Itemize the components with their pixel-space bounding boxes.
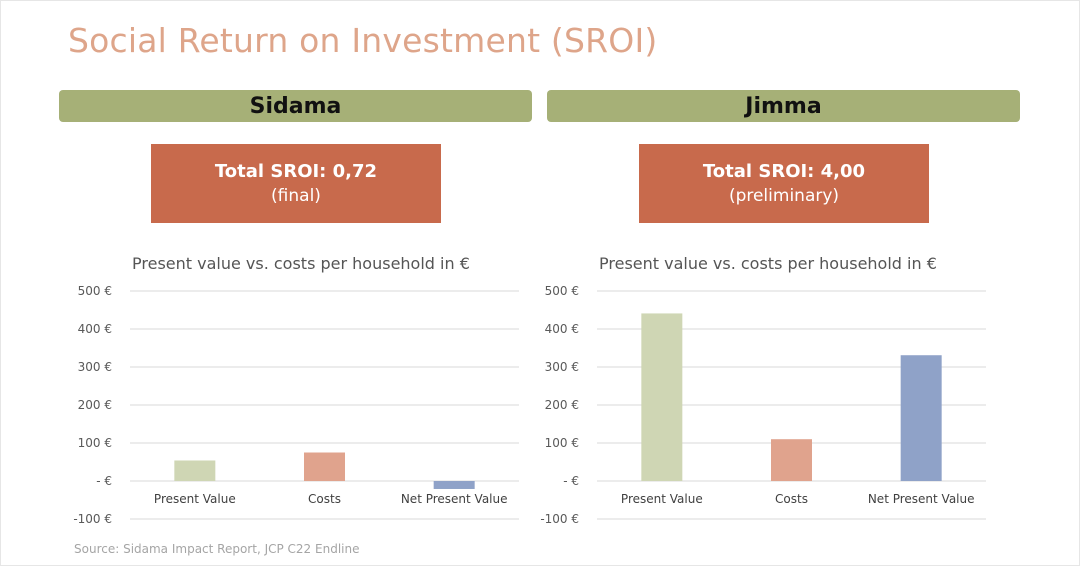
sroi-box-jimma: Total SROI: 4,00 (preliminary) [639,144,929,223]
x-category-label: Present Value [621,492,703,506]
y-tick-label: 200 € [78,398,112,412]
page-title: Social Return on Investment (SROI) [68,21,658,60]
x-category-label: Present Value [154,492,236,506]
sroi-status-sidama: (final) [271,186,321,206]
y-tick-label: 300 € [545,360,579,374]
chart-title-sidama: Present value vs. costs per household in… [132,254,470,273]
y-tick-label: 100 € [78,436,112,450]
bar-costs [304,452,345,481]
y-tick-label: -100 € [73,512,112,526]
sroi-total-jimma: Total SROI: 4,00 [702,161,866,182]
region-header-jimma: Jimma [547,90,1020,122]
y-tick-label: - € [563,474,579,488]
bar-net-present-value [433,481,475,489]
sroi-box-sidama: Total SROI: 0,72 (final) [151,144,441,223]
bar-present-value [174,460,216,481]
bar-costs [771,439,812,481]
source-note: Source: Sidama Impact Report, JCP C22 En… [74,542,360,556]
y-tick-label: 300 € [78,360,112,374]
y-tick-label: 500 € [545,284,579,298]
y-tick-label: 500 € [78,284,112,298]
y-tick-label: -100 € [540,512,579,526]
chart-sidama: 500 € 400 € 300 € 200 € 100 € - € -100 € Presen… [73,284,519,526]
y-tick-label: - € [96,474,112,488]
sroi-total-sidama: Total SROI: 0,72 [214,161,378,182]
y-tick-label: 400 € [545,322,579,336]
bar-net-present-value [900,355,942,481]
y-tick-label: 400 € [78,322,112,336]
y-tick-label: 100 € [545,436,579,450]
chart-title-jimma: Present value vs. costs per household in… [599,254,937,273]
sroi-status-jimma: (preliminary) [728,186,840,206]
x-category-label: Costs [308,492,341,506]
region-header-sidama: Sidama [59,90,532,122]
x-category-label: Net Present Value [868,492,975,506]
x-category-label: Costs [775,492,808,506]
y-tick-label: 200 € [545,398,579,412]
chart-jimma: 500 € 400 € 300 € 200 € 100 € - € -100 € Presen… [540,284,986,526]
bar-present-value [641,313,683,481]
x-category-label: Net Present Value [401,492,508,506]
